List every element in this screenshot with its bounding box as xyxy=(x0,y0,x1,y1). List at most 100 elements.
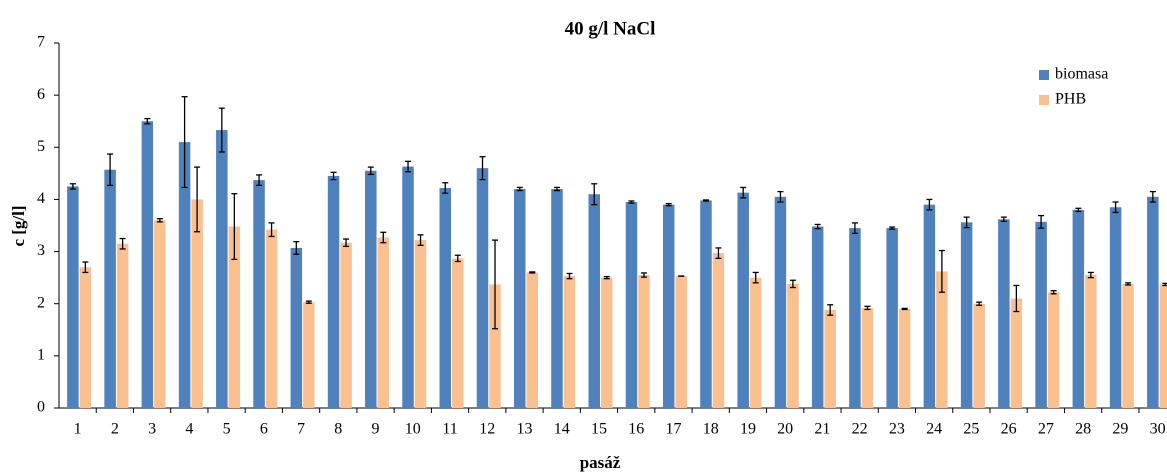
bar xyxy=(514,189,526,408)
bar xyxy=(824,309,836,408)
bar xyxy=(104,169,116,408)
bar xyxy=(700,200,712,408)
error-bar xyxy=(479,156,486,181)
error-bar xyxy=(69,183,76,190)
bar xyxy=(414,240,427,408)
error-bar xyxy=(1000,216,1007,222)
x-tick-label: 16 xyxy=(628,421,644,438)
error-bar xyxy=(194,166,201,233)
y-tick-label: 3 xyxy=(37,242,45,259)
error-bar xyxy=(144,117,151,125)
bar xyxy=(662,204,675,408)
error-bar xyxy=(529,271,536,274)
bar xyxy=(1035,221,1047,408)
error-bar xyxy=(1075,207,1082,213)
bar xyxy=(1072,209,1085,408)
error-bar xyxy=(926,198,933,211)
error-bar xyxy=(492,239,499,330)
legend-swatch xyxy=(1039,95,1049,105)
x-tick-label: 11 xyxy=(442,421,457,438)
y-tick-label: 7 xyxy=(37,34,45,51)
error-bar xyxy=(1087,271,1094,279)
legend-label: PHB xyxy=(1055,91,1086,108)
bar xyxy=(600,277,613,408)
bar xyxy=(489,284,501,408)
bar xyxy=(526,272,538,408)
x-tick-label: 28 xyxy=(1075,421,1091,438)
error-bar xyxy=(789,279,796,289)
error-bar xyxy=(566,272,573,280)
bar xyxy=(849,228,861,408)
y-tick-label: 1 xyxy=(37,347,45,364)
x-tick-label: 15 xyxy=(591,421,607,438)
error-bar xyxy=(293,241,300,255)
bar xyxy=(216,130,228,409)
y-tick-label: 2 xyxy=(37,294,45,311)
bar xyxy=(936,271,948,408)
error-bar xyxy=(119,237,126,250)
x-tick-label: 18 xyxy=(703,421,719,438)
bar xyxy=(1159,284,1167,408)
bar xyxy=(141,121,154,408)
y-tick-label: 0 xyxy=(37,399,45,416)
error-bar xyxy=(405,160,412,173)
x-tick-label: 29 xyxy=(1112,421,1128,438)
bar xyxy=(191,199,203,408)
bar xyxy=(1109,207,1122,408)
error-bar xyxy=(367,166,374,176)
bar xyxy=(290,247,303,408)
error-bar xyxy=(591,183,598,206)
x-tick-label: 21 xyxy=(814,421,830,438)
error-bar xyxy=(702,199,709,202)
error-bar xyxy=(1125,282,1132,286)
error-bar xyxy=(864,305,871,311)
bar xyxy=(116,243,129,408)
bar xyxy=(365,170,377,408)
error-bar xyxy=(777,190,784,203)
bar xyxy=(811,226,824,408)
bar xyxy=(1085,275,1097,408)
bar xyxy=(228,226,241,408)
x-tick-label: 19 xyxy=(740,421,756,438)
bar xyxy=(154,220,166,408)
error-bar xyxy=(715,247,722,260)
bar xyxy=(886,228,898,408)
error-bar xyxy=(454,254,461,263)
error-bar xyxy=(628,200,635,204)
y-tick-label: 5 xyxy=(37,138,45,155)
legend-label: biomasa xyxy=(1055,66,1108,83)
x-tick-label: 22 xyxy=(852,421,868,438)
x-tick-label: 27 xyxy=(1038,421,1054,438)
x-tick-label: 2 xyxy=(111,421,119,438)
error-bar xyxy=(665,202,672,207)
bar xyxy=(1047,292,1060,408)
x-tick-label: 5 xyxy=(223,421,231,438)
error-bar xyxy=(752,271,759,284)
bar xyxy=(327,175,340,408)
bar xyxy=(402,166,414,408)
bar xyxy=(178,142,191,409)
error-bar xyxy=(256,174,263,187)
error-bar xyxy=(82,261,89,274)
error-bar xyxy=(889,226,896,230)
bar xyxy=(960,222,973,408)
bar xyxy=(625,202,638,408)
bar xyxy=(303,302,315,408)
x-tick-label: 6 xyxy=(260,421,268,438)
error-bar xyxy=(1162,282,1167,287)
bar xyxy=(675,276,687,408)
x-tick-label: 17 xyxy=(665,421,681,438)
bar xyxy=(923,204,936,408)
bar xyxy=(638,275,650,408)
bar xyxy=(253,180,265,408)
x-tick-label: 25 xyxy=(963,421,979,438)
error-bar xyxy=(218,107,225,153)
error-bar xyxy=(740,186,747,199)
error-bar xyxy=(107,153,114,187)
bar xyxy=(1147,196,1159,408)
error-bar xyxy=(1050,290,1057,295)
bar xyxy=(551,189,563,408)
bar xyxy=(998,219,1010,408)
x-tick-label: 10 xyxy=(405,421,421,438)
